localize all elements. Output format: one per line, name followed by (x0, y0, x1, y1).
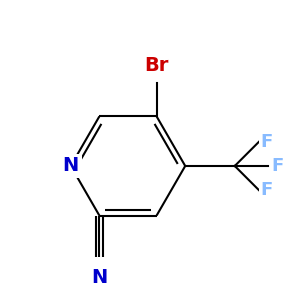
Text: F: F (272, 157, 284, 175)
Text: F: F (261, 133, 273, 151)
Text: Br: Br (144, 56, 169, 75)
Text: F: F (261, 181, 273, 199)
Text: N: N (91, 268, 107, 287)
Text: N: N (63, 157, 79, 175)
